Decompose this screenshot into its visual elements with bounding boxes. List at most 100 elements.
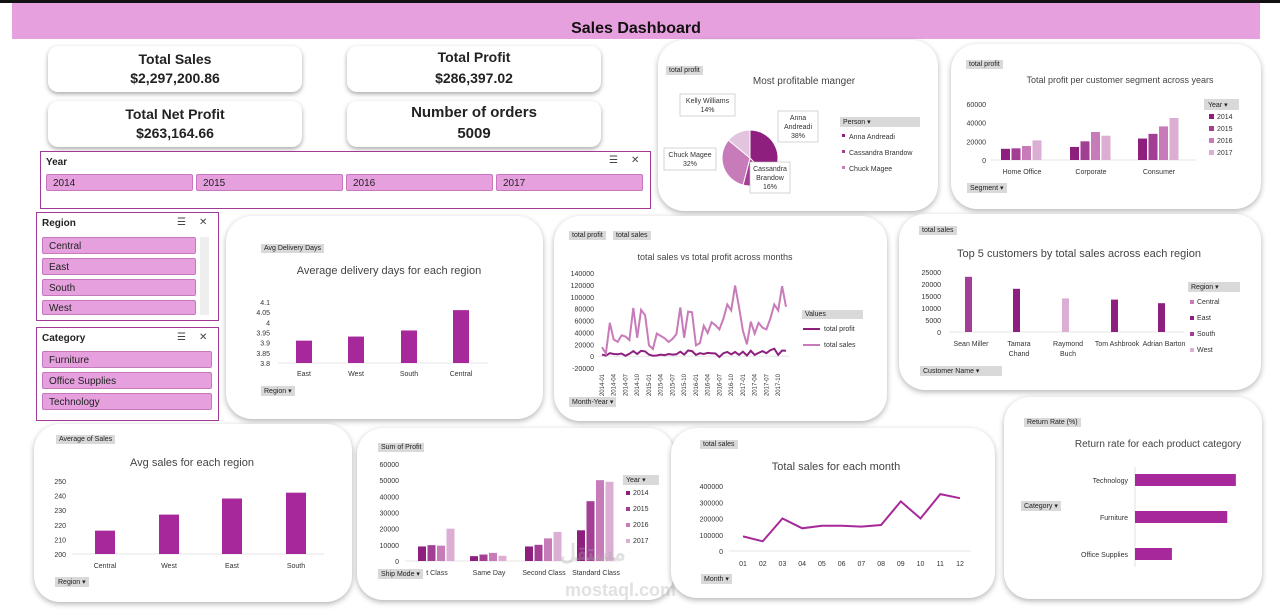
year-slicer-title: Year — [46, 157, 68, 168]
x-tick-label: 2016-10 — [729, 373, 735, 396]
bar — [222, 498, 242, 554]
region-central-button[interactable]: Central — [42, 237, 196, 254]
x-tick-label: East — [297, 371, 311, 378]
chart-tag: total profit — [666, 66, 703, 75]
year-2015-button[interactable]: 2015 — [196, 174, 343, 191]
x-tick-label: 06 — [838, 561, 846, 568]
legend-entry: 2017 — [633, 538, 649, 545]
category-furniture-button[interactable]: Furniture — [42, 351, 212, 368]
x-tick-label: West — [348, 371, 364, 378]
region-west-button[interactable]: West — [42, 300, 196, 315]
bar — [1001, 148, 1010, 160]
pie-data-label: Chuck Magee — [668, 152, 711, 159]
x-tick-label: 2016-07 — [717, 373, 723, 396]
chart-tag: Average of Sales — [56, 435, 116, 444]
multi-select-icon[interactable]: ☰ — [177, 332, 186, 343]
x-tick-label: Consumer — [1143, 169, 1176, 176]
y-tick-label: 200000 — [700, 517, 723, 524]
x-tick-label: 03 — [779, 561, 787, 568]
filter-label: Month — [704, 576, 724, 583]
window-top-strip — [0, 0, 1280, 3]
clear-filter-icon[interactable]: ✕ — [631, 155, 640, 166]
bar — [437, 545, 445, 561]
y-tick-label: 0 — [590, 354, 594, 361]
x-tick-label: Adrian Barton — [1143, 341, 1186, 348]
pie-title-svg: Most profitable manger — [753, 76, 856, 87]
delivery-filter-button[interactable]: Region ▾ — [261, 386, 295, 396]
bar — [553, 531, 562, 561]
y-tick-label: 15000 — [922, 294, 942, 301]
series-line — [601, 347, 787, 359]
y-tick-label: 400000 — [700, 484, 723, 491]
bar — [1159, 126, 1168, 160]
dashboard-title: Sales Dashboard — [571, 20, 701, 37]
bar — [1111, 299, 1118, 332]
legend-entry: Central — [1197, 299, 1220, 306]
x-tick-label: Same Day — [473, 570, 506, 577]
y-tick-label: 140000 — [571, 271, 594, 278]
region-east-button[interactable]: East — [42, 258, 196, 275]
shipmode-legend-title[interactable]: Year ▾ — [623, 475, 659, 485]
y-tick-label: Furniture — [1100, 515, 1128, 522]
category-technology-button[interactable]: Technology — [42, 393, 212, 410]
pie-legend-title[interactable]: Person ▾ — [840, 117, 920, 127]
top5-filter-button[interactable]: Customer Name ▾ — [920, 366, 1002, 376]
months-filter-button[interactable]: Month-Year ▾ — [569, 397, 617, 407]
slicer-scrollbar[interactable] — [200, 237, 209, 315]
bar — [605, 481, 614, 561]
category-office-supplies-button[interactable]: Office Supplies — [42, 372, 212, 389]
segment-filter-button[interactable]: Segment ▾ — [967, 183, 1007, 193]
x-tick-label: Buch — [1060, 351, 1076, 358]
bar — [470, 556, 478, 561]
clear-filter-icon[interactable]: ✕ — [199, 217, 208, 228]
legend-entry: 2016 — [1217, 138, 1233, 145]
multi-select-icon[interactable]: ☰ — [177, 217, 186, 228]
region-slicer: Region ☰ ✕ Central East South West — [36, 212, 219, 321]
year-2014-button[interactable]: 2014 — [46, 174, 193, 191]
x-tick-label: 10 — [917, 561, 925, 568]
bar — [1011, 148, 1021, 160]
x-tick-label: 2015-07 — [670, 373, 676, 396]
region-south-button[interactable]: South — [42, 279, 196, 296]
kpi-label: Total Sales — [138, 51, 212, 67]
year-2017-button[interactable]: 2017 — [496, 174, 643, 191]
y-tick-label: 40000 — [575, 330, 595, 337]
y-tick-label: 3.85 — [256, 351, 270, 358]
avgsales-filter-button[interactable]: Region ▾ — [55, 577, 89, 587]
y-tick-label: 3.8 — [260, 361, 270, 368]
filter-label: Segment — [970, 185, 999, 192]
bar — [296, 340, 312, 363]
year-2016-button[interactable]: 2016 — [346, 174, 493, 191]
y-tick-label: 4 — [266, 320, 270, 327]
y-tick-label: 30000 — [380, 511, 400, 518]
top5-legend-title[interactable]: Region ▾ — [1188, 282, 1240, 292]
shipmode-filter-button[interactable]: Ship Mode ▾ — [378, 569, 423, 579]
legend-swatch — [842, 166, 845, 169]
bar — [1022, 146, 1031, 160]
legend-title-text: Year — [626, 477, 641, 484]
y-tick-label: 3.95 — [256, 331, 270, 338]
x-tick-label: Chand — [1009, 351, 1030, 358]
x-tick-label: 04 — [798, 561, 806, 568]
x-tick-label: 2014-10 — [635, 373, 641, 396]
legend-title-box — [1204, 99, 1239, 110]
clear-filter-icon[interactable]: ✕ — [199, 332, 208, 343]
monthly-filter-button[interactable]: Month ▾ — [701, 574, 732, 584]
legend-swatch — [1209, 126, 1214, 131]
chart-title: Avg sales for each region — [130, 457, 254, 469]
chart-title: Return rate for each product category — [1075, 439, 1241, 450]
legend-swatch — [1209, 138, 1214, 143]
bar — [1148, 133, 1158, 160]
returns-filter-button[interactable]: Category ▾ — [1021, 501, 1061, 511]
y-tick-label: 60000 — [380, 462, 400, 469]
bar — [1013, 288, 1020, 332]
legend-swatch — [1209, 150, 1214, 155]
top5-chart: Top 5 customers by total sales across ea… — [922, 248, 1220, 358]
pie-label-box — [679, 93, 736, 117]
legend-swatch — [626, 539, 630, 543]
y-tick-label: 0 — [719, 549, 723, 556]
bar — [1091, 132, 1100, 160]
multi-select-icon[interactable]: ☰ — [609, 155, 618, 166]
x-tick-label: Tom Ashbrook — [1095, 341, 1140, 348]
category-slicer: Category ☰ ✕ Furniture Office Supplies T… — [36, 327, 219, 421]
